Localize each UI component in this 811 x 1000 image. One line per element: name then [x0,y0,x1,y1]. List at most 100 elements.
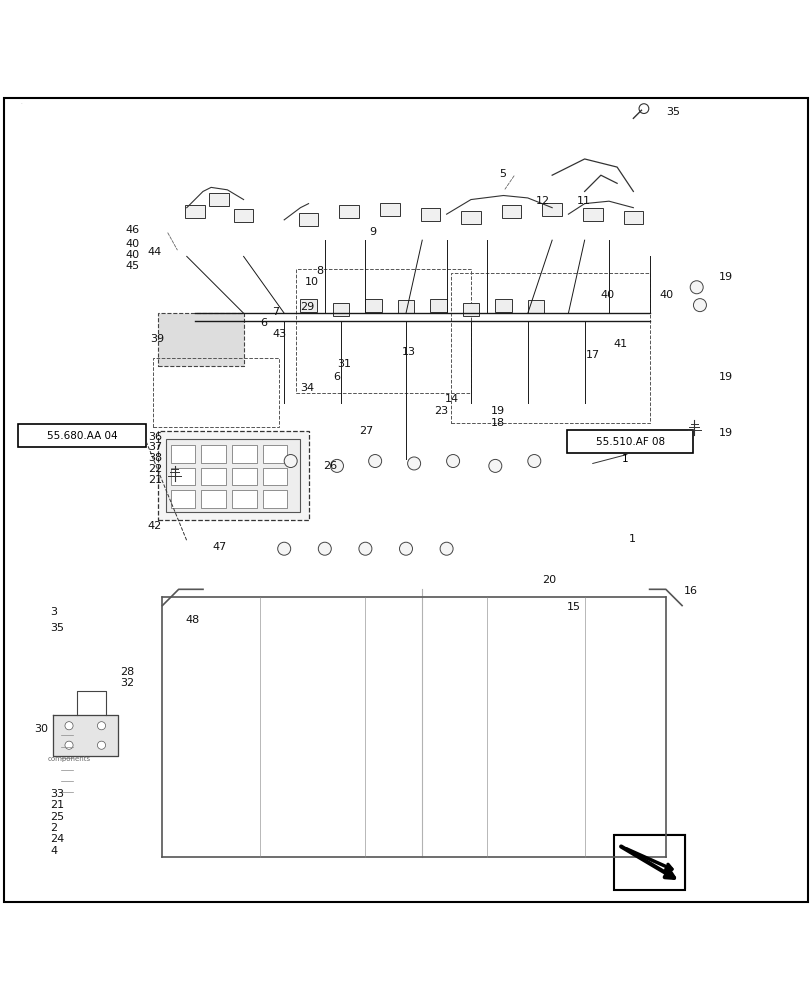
Text: 19: 19 [718,428,732,438]
Text: 47: 47 [212,542,227,552]
Bar [170,468,195,485]
Text: 40: 40 [126,250,139,260]
Text: 48: 48 [185,615,200,625]
Text: 7: 7 [272,307,279,317]
Bar [209,193,229,206]
Text: 43: 43 [272,329,285,339]
Text: 30: 30 [34,724,48,734]
Text: 26: 26 [323,461,337,471]
Text: 2: 2 [50,823,58,833]
Bar [527,300,543,313]
Bar [365,299,381,312]
Bar [201,468,225,485]
Bar [232,445,256,463]
Text: 6: 6 [333,372,340,382]
Circle shape [693,299,706,312]
Text: 1: 1 [621,454,628,464]
Circle shape [65,722,73,730]
Bar [263,445,287,463]
Bar [158,431,308,520]
Text: 19: 19 [718,372,732,382]
Text: 38: 38 [148,453,161,463]
Bar [296,269,470,393]
Circle shape [318,542,331,555]
Circle shape [358,542,371,555]
Bar [430,299,446,312]
Text: 15: 15 [566,602,580,612]
Text: 35: 35 [50,623,64,633]
Text: 5: 5 [499,169,506,179]
Text: 12: 12 [535,196,549,206]
Bar [462,303,478,316]
Circle shape [97,741,105,749]
Bar [201,445,225,463]
Text: 28: 28 [120,667,135,677]
Text: 6: 6 [260,318,267,328]
Bar [450,273,649,423]
Text: 4: 4 [50,846,58,856]
Bar [582,208,602,221]
Text: 11: 11 [576,196,590,206]
Bar [623,211,642,224]
Circle shape [284,455,297,468]
Text: 40: 40 [659,290,672,300]
Circle shape [407,457,420,470]
Bar [18,424,146,447]
Text: 31: 31 [337,359,350,369]
Circle shape [488,459,501,472]
Bar [170,445,195,463]
Circle shape [330,459,343,472]
Text: 29: 29 [300,302,315,312]
Circle shape [277,542,290,555]
Circle shape [440,542,453,555]
Bar [232,468,256,485]
Text: 42: 42 [148,521,162,531]
Text: 8: 8 [316,266,324,276]
Bar [152,358,278,427]
Text: 40: 40 [600,290,614,300]
Text: 55.680.AA 04: 55.680.AA 04 [47,431,117,441]
Bar [461,211,480,224]
Text: 36: 36 [148,432,161,442]
Text: 23: 23 [434,406,448,416]
Text: 39: 39 [150,334,164,344]
Text: 10: 10 [304,277,318,287]
Bar [263,490,287,508]
Bar [397,300,414,313]
Bar [613,835,684,890]
Circle shape [399,542,412,555]
Text: 21: 21 [50,800,64,810]
Bar [300,299,316,312]
Bar [495,299,511,312]
Circle shape [446,455,459,468]
Circle shape [689,281,702,294]
Text: 3: 3 [50,607,58,617]
Bar [420,208,440,221]
Bar [333,303,349,316]
Bar [615,835,684,888]
Text: 44: 44 [148,247,162,257]
Text: 16: 16 [683,586,697,596]
Text: 40: 40 [126,239,139,249]
Bar [298,213,318,226]
Text: 41: 41 [612,339,626,349]
Circle shape [527,455,540,468]
Text: 1: 1 [629,534,636,544]
Text: 19: 19 [718,272,732,282]
Text: 22: 22 [148,464,162,474]
Text: components: components [47,756,91,762]
Bar [185,205,204,218]
Text: 24: 24 [50,834,65,844]
Bar [170,490,195,508]
Bar [232,490,256,508]
Circle shape [65,741,73,749]
Bar [566,430,692,453]
Text: 9: 9 [369,227,376,237]
Text: 20: 20 [542,575,556,585]
Text: 18: 18 [491,418,504,428]
Bar [542,203,561,216]
Text: 14: 14 [444,393,458,403]
Bar [201,490,225,508]
Bar [339,205,358,218]
Text: 45: 45 [126,261,139,271]
